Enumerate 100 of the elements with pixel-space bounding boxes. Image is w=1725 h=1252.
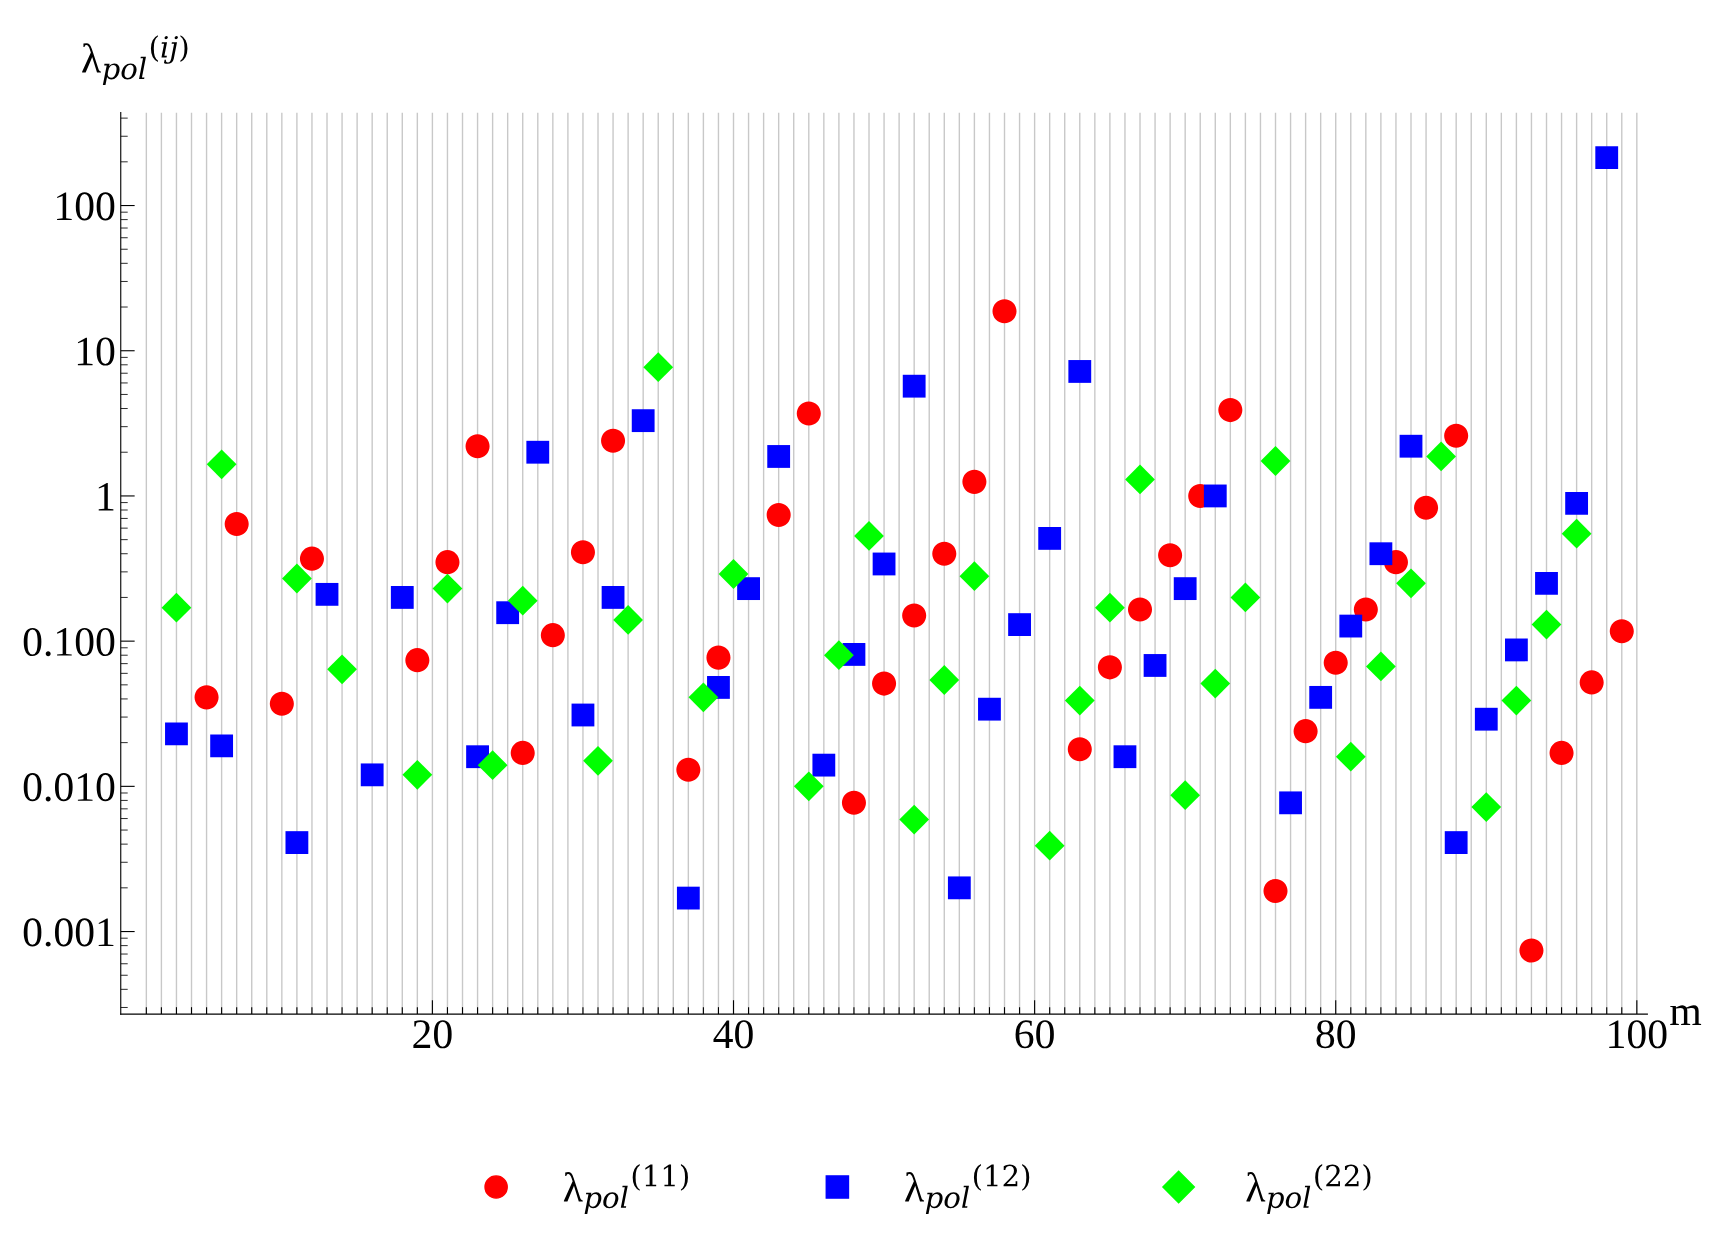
point [405, 648, 430, 673]
point [899, 804, 930, 835]
point [161, 592, 192, 623]
point [165, 722, 188, 746]
point [1535, 571, 1558, 595]
point [793, 771, 824, 802]
point [824, 640, 854, 671]
point [1230, 582, 1261, 613]
point [706, 645, 731, 670]
point [269, 691, 294, 716]
point [796, 401, 821, 426]
point [737, 577, 760, 601]
point [435, 550, 460, 575]
point [1353, 597, 1378, 622]
point [1263, 879, 1288, 904]
point [718, 559, 749, 589]
point [1323, 650, 1348, 675]
point [1064, 685, 1095, 716]
point [1565, 491, 1589, 515]
point [1366, 651, 1396, 682]
point [613, 605, 644, 635]
point [526, 440, 550, 464]
point [540, 623, 565, 648]
point [1125, 464, 1155, 495]
x-tick-label: 60 [1015, 1020, 1054, 1049]
point [1519, 938, 1544, 963]
point [676, 757, 701, 782]
point [1008, 613, 1031, 637]
point [315, 582, 339, 606]
point [1339, 614, 1363, 638]
point [1143, 654, 1167, 677]
point [1444, 423, 1469, 448]
point [1067, 737, 1092, 762]
point [327, 654, 357, 685]
y-tick-label: 0.010 [23, 773, 115, 802]
point [812, 753, 836, 777]
point [1158, 543, 1183, 568]
point [631, 409, 655, 433]
point [1474, 707, 1498, 731]
point [1399, 434, 1423, 458]
point [1293, 719, 1318, 744]
point [932, 541, 957, 566]
point [962, 469, 987, 494]
x-tick-label: 20 [413, 1020, 452, 1049]
point [601, 428, 626, 453]
point [507, 585, 538, 616]
point [1113, 745, 1137, 769]
point [571, 703, 595, 727]
point [194, 685, 219, 710]
y-tick-label: 0.100 [23, 627, 115, 657]
point [1095, 592, 1125, 623]
x-tick-label: 80 [1316, 1020, 1355, 1049]
x-axis-title: m [1670, 1005, 1702, 1025]
point [601, 586, 625, 609]
point [402, 759, 433, 790]
y-tick-label: 0.001 [23, 918, 114, 947]
point [766, 502, 791, 527]
point [676, 886, 700, 910]
point [643, 352, 674, 383]
point [1200, 668, 1231, 699]
point [902, 603, 927, 628]
point [1068, 360, 1092, 383]
point [1279, 791, 1302, 815]
x-tick-label: 100 [1609, 1020, 1667, 1049]
point [1335, 741, 1366, 772]
point [224, 512, 249, 537]
point [767, 445, 791, 468]
point [978, 697, 1001, 721]
point [1260, 446, 1291, 476]
point [1561, 518, 1592, 549]
point [947, 876, 971, 900]
point [688, 682, 719, 713]
point [510, 740, 535, 765]
point [1609, 619, 1634, 644]
point [285, 831, 309, 854]
point [1414, 495, 1439, 520]
point [872, 671, 897, 696]
point [465, 434, 490, 459]
point [1203, 484, 1227, 508]
point [872, 552, 896, 576]
point [570, 540, 595, 565]
point [1501, 685, 1532, 716]
point [1127, 597, 1153, 622]
point [1097, 655, 1122, 680]
point [841, 790, 866, 815]
point [299, 546, 324, 571]
point [1531, 609, 1562, 640]
point [390, 586, 414, 609]
point [1595, 146, 1619, 169]
point [1426, 441, 1457, 472]
point [360, 763, 384, 787]
point [929, 665, 960, 695]
x-tick-label: 40 [713, 1020, 753, 1049]
point [1471, 792, 1502, 822]
legend-label: λ$_{pol}$$^{(12)}$ [905, 1164, 1030, 1214]
point [1309, 685, 1333, 709]
y-tick-label: 1 [98, 482, 114, 511]
point [206, 449, 237, 480]
point [959, 561, 990, 592]
point [1396, 568, 1426, 599]
